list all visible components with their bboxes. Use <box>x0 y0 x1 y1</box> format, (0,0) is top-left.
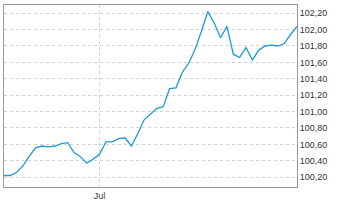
svg-text:102,20: 102,20 <box>300 8 328 18</box>
svg-text:100,80: 100,80 <box>300 123 328 133</box>
svg-text:101,00: 101,00 <box>300 107 328 117</box>
svg-text:101,40: 101,40 <box>300 74 328 84</box>
svg-text:102,00: 102,00 <box>300 25 328 35</box>
svg-text:101,80: 101,80 <box>300 41 328 51</box>
svg-text:101,60: 101,60 <box>300 58 328 68</box>
svg-text:100,20: 100,20 <box>300 172 328 182</box>
svg-text:100,40: 100,40 <box>300 156 328 166</box>
svg-text:100,60: 100,60 <box>300 140 328 150</box>
svg-text:101,20: 101,20 <box>300 90 328 100</box>
svg-text:Jul: Jul <box>94 191 106 201</box>
